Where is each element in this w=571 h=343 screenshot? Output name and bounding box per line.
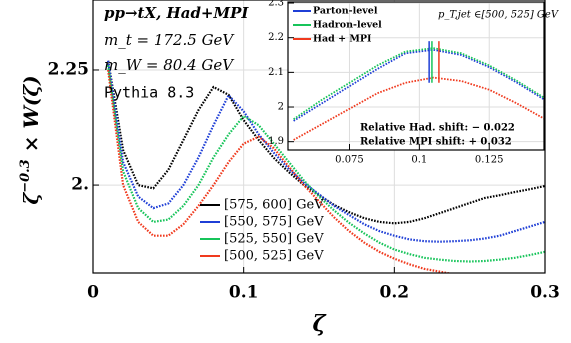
legend-label: [500, 525] GeV xyxy=(224,249,324,264)
y-tick-label: 2.2 xyxy=(268,32,284,43)
y-tick-label: 2 xyxy=(278,102,284,113)
axes-frame xyxy=(92,0,546,274)
y-tick-label: 2.25 xyxy=(48,59,89,79)
legend-label: [550, 575] GeV xyxy=(224,215,324,230)
y-axis-label-part: × W(ζ) xyxy=(19,75,43,159)
x-tick-label: 0 xyxy=(87,283,99,303)
annotation: pp→tX, Had+MPI xyxy=(104,4,249,22)
series-line xyxy=(107,69,454,273)
x-tick-label: 0.2 xyxy=(380,283,410,303)
y-axis-label: ζ−0.3 × W(ζ) xyxy=(18,75,43,204)
annotation: p_T,jet ∈[500, 525] GeV xyxy=(438,10,560,21)
x-tick-label: 0.125 xyxy=(475,155,504,166)
x-tick-label: 0.1 xyxy=(411,155,427,166)
y-tick-label: 2.3 xyxy=(268,0,284,9)
legend-label: Had + MPI xyxy=(313,34,372,45)
annotation: Relative Had. shift: − 0.022 xyxy=(360,123,515,134)
y-tick-label: 2. xyxy=(71,175,89,195)
series-line xyxy=(107,60,545,225)
plot-area xyxy=(107,60,545,273)
annotation: m_t = 172.5 GeV xyxy=(104,31,235,49)
annotation: Pythia 8.3 xyxy=(104,84,194,102)
axes-frame xyxy=(287,1,545,151)
y-tick-label: 2.1 xyxy=(268,67,284,78)
series-line xyxy=(293,47,544,120)
legend-label: Parton-level xyxy=(313,6,378,17)
annotation: Relative MPI shift: + 0.032 xyxy=(360,137,512,148)
x-tick-label: 0.3 xyxy=(530,283,560,303)
y-axis-label-part: ζ xyxy=(19,192,43,205)
y-tick-label: 1.9 xyxy=(268,136,284,147)
annotation: m_W = 80.4 GeV xyxy=(104,56,235,74)
plot-area xyxy=(293,47,544,141)
x-tick-label: 0.075 xyxy=(335,155,364,166)
y-axis-label-part: −0.3 xyxy=(18,159,33,193)
series-line xyxy=(293,48,544,122)
x-tick-label: 0.1 xyxy=(229,283,259,303)
series-line xyxy=(107,65,545,263)
x-axis-label: ζ xyxy=(312,311,326,337)
legend-label: [525, 550] GeV xyxy=(224,232,324,247)
inset-background xyxy=(288,2,544,150)
legend-label: Hadron-level xyxy=(313,20,382,31)
legend-label: [575, 600] GeV xyxy=(224,198,324,213)
